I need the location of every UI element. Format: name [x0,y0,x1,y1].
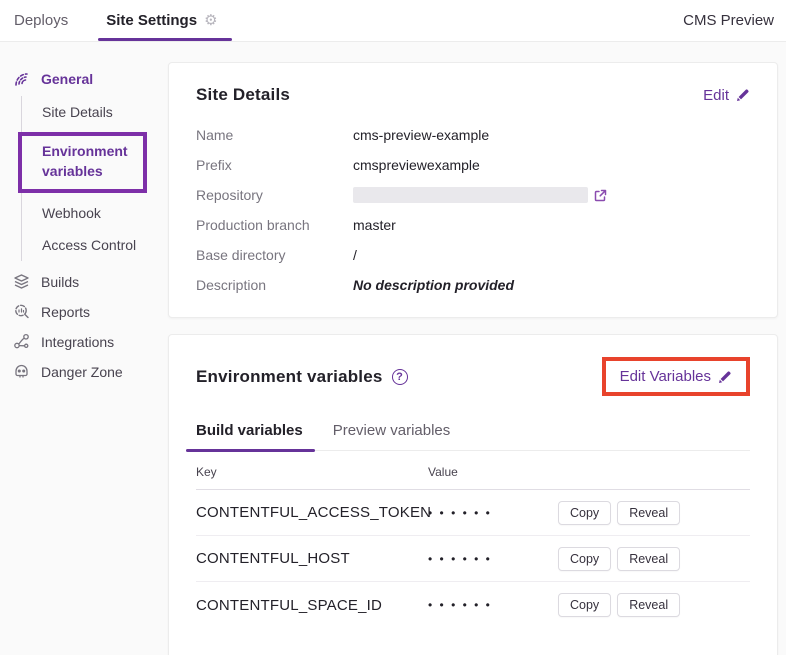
cms-preview-label: CMS Preview [683,0,774,41]
table-row: CONTENTFUL_SPACE_ID • • • • • • Copy Rev… [196,582,750,628]
tab-deploys-label: Deploys [14,12,68,29]
field-row-prefix: Prefix cmspreviewexample [196,157,750,173]
help-icon[interactable]: ? [392,369,408,385]
field-label: Repository [196,187,353,203]
top-nav-tabs: Deploys Site Settings ⚙ [12,0,220,41]
tab-site-settings-label: Site Settings [106,12,197,29]
production-branch-value: master [353,217,750,233]
general-subnav: Site Details Environment variables Webho… [21,96,168,261]
reveal-button[interactable]: Reveal [617,547,680,571]
report-search-icon [12,303,30,321]
site-details-header: Site Details Edit [196,85,750,105]
sidebar-item-label: Environment variables [42,143,128,179]
copy-button[interactable]: Copy [558,501,611,525]
sidebar-item-access-control[interactable]: Access Control [42,229,168,261]
tab-build-variables[interactable]: Build variables [196,422,303,451]
sidebar-item-danger-zone[interactable]: Danger Zone [12,357,168,387]
site-details-card: Site Details Edit Name cms-preview-examp… [168,62,778,318]
field-row-base-directory: Base directory / [196,247,750,263]
tab-deploys[interactable]: Deploys [12,0,70,41]
tab-site-settings[interactable]: Site Settings ⚙ [104,0,219,41]
reveal-button[interactable]: Reveal [617,593,680,617]
edit-variables-button[interactable]: Edit Variables [620,368,732,385]
site-name-value: cms-preview-example [353,127,750,143]
variable-masked-value: • • • • • • [428,506,558,520]
table-header: Key Value [196,453,750,490]
reveal-button[interactable]: Reveal [617,501,680,525]
environment-variables-card: Environment variables ? Edit Variables [168,334,778,655]
page-body: General Site Details Environment variabl… [0,42,786,655]
tab-label: Preview variables [333,422,451,439]
env-header: Environment variables ? Edit Variables [196,357,750,396]
field-label: Production branch [196,217,353,233]
skull-icon [12,363,30,381]
field-row-name: Name cms-preview-example [196,127,750,143]
sidebar-item-label: Webhook [42,205,101,221]
top-nav: Deploys Site Settings ⚙ CMS Preview [0,0,786,42]
env-tabs: Build variables Preview variables [196,422,750,451]
table-row: CONTENTFUL_ACCESS_TOKEN • • • • • • Copy… [196,490,750,536]
sidebar-item-environment-variables[interactable]: Environment variables [42,141,139,182]
field-label: Description [196,277,353,293]
row-actions: Copy Reveal [558,501,750,525]
repository-redacted-value [353,187,588,203]
general-signal-icon [12,70,30,88]
row-actions: Copy Reveal [558,547,750,571]
sidebar-item-label: Integrations [41,334,114,350]
table-row: CONTENTFUL_HOST • • • • • • Copy Reveal [196,536,750,582]
annotation-red-box: Edit Variables [602,357,750,396]
row-actions: Copy Reveal [558,593,750,617]
repository-value [353,187,750,203]
env-title: Environment variables [196,367,383,387]
column-header-value: Value [428,465,750,479]
edit-variables-label: Edit Variables [620,368,711,385]
sidebar-item-general[interactable]: General [12,64,168,94]
tab-label: Build variables [196,422,303,439]
external-link-icon[interactable] [594,189,607,202]
settings-sidebar: General Site Details Environment variabl… [12,62,168,655]
sidebar-item-builds[interactable]: Builds [12,267,168,297]
field-label: Name [196,127,353,143]
variable-key: CONTENTFUL_SPACE_ID [196,597,428,614]
pencil-icon [718,370,732,384]
sidebar-item-integrations[interactable]: Integrations [12,327,168,357]
env-variables-table: Key Value CONTENTFUL_ACCESS_TOKEN • • • … [196,453,750,628]
annotation-purple-box: Environment variables [18,132,147,193]
sidebar-item-label: Reports [41,304,90,320]
sidebar-item-label: General [41,71,93,87]
integrations-nodes-icon [12,333,30,351]
field-row-production-branch: Production branch master [196,217,750,233]
description-value: No description provided [353,277,750,293]
base-directory-value: / [353,247,750,263]
site-prefix-value: cmspreviewexample [353,157,750,173]
field-label: Base directory [196,247,353,263]
edit-label: Edit [703,87,729,104]
field-row-description: Description No description provided [196,277,750,293]
variable-key: CONTENTFUL_ACCESS_TOKEN [196,504,428,521]
copy-button[interactable]: Copy [558,593,611,617]
sidebar-item-label: Danger Zone [41,364,123,380]
settings-main: Site Details Edit Name cms-preview-examp… [168,62,778,655]
variable-key: CONTENTFUL_HOST [196,550,428,567]
sidebar-item-label: Site Details [42,104,113,120]
gear-icon[interactable]: ⚙ [204,13,217,28]
sidebar-item-reports[interactable]: Reports [12,297,168,327]
variable-masked-value: • • • • • • [428,598,558,612]
edit-site-details-button[interactable]: Edit [703,87,750,104]
variable-masked-value: • • • • • • [428,552,558,566]
column-header-key: Key [196,465,428,479]
field-row-repository: Repository [196,187,750,203]
sidebar-item-webhook[interactable]: Webhook [42,197,168,229]
sidebar-item-site-details[interactable]: Site Details [42,96,168,128]
sidebar-item-label: Access Control [42,237,136,253]
field-label: Prefix [196,157,353,173]
site-details-title: Site Details [196,85,290,105]
tab-preview-variables[interactable]: Preview variables [333,422,451,451]
sidebar-item-label: Builds [41,274,79,290]
layers-icon [12,273,30,291]
pencil-icon [736,88,750,102]
copy-button[interactable]: Copy [558,547,611,571]
